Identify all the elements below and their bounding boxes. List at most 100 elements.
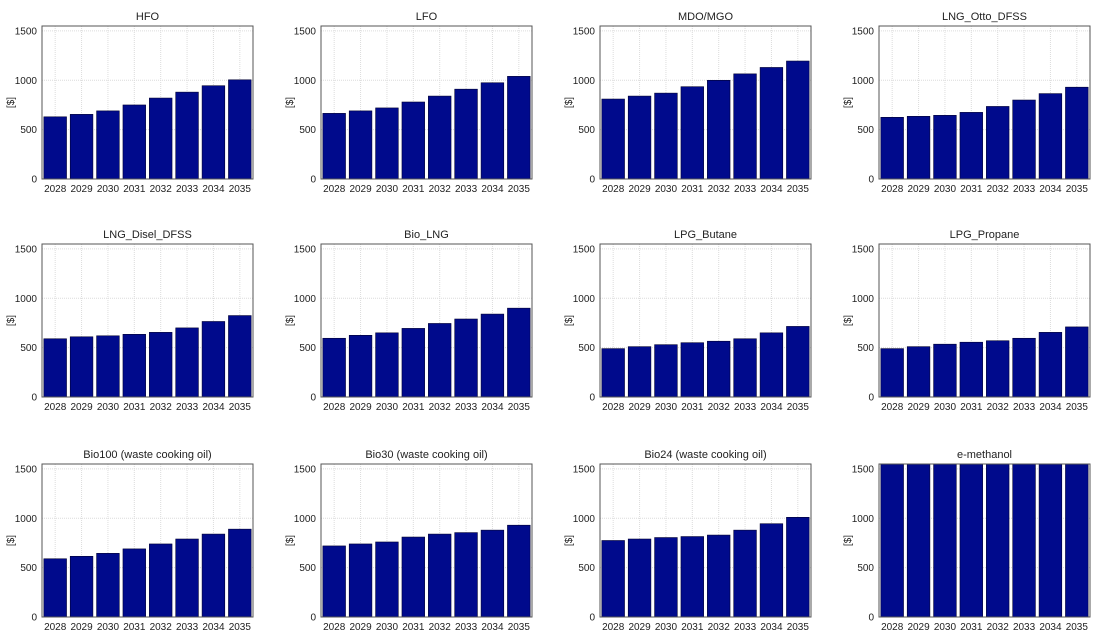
y-tick-label: 0 — [589, 613, 595, 624]
x-tick-label: 2032 — [429, 402, 452, 413]
y-tick-label: 0 — [589, 393, 595, 404]
x-tick-label: 2032 — [987, 622, 1010, 633]
chart-panel-2: 0 500 1000 1500 2028 2029 2030 2031 2032 2033 2034… — [285, 11, 533, 195]
bar-2033 — [175, 538, 199, 618]
x-tick-label: 2035 — [508, 402, 531, 413]
x-tick-label: 2030 — [97, 402, 120, 413]
chart-panel-8: 0 500 1000 1500 2028 2029 2030 2031 2032 2033 2034… — [843, 229, 1091, 413]
y-tick-label: 1000 — [573, 514, 596, 525]
x-tick-label: 2031 — [123, 402, 146, 413]
axes-frame — [320, 243, 533, 398]
y-tick-label: 0 — [589, 175, 595, 186]
x-tick-label: 2033 — [455, 402, 478, 413]
x-tick-label: 2034 — [1039, 402, 1062, 413]
x-tick-label: 2034 — [202, 184, 225, 195]
y-tick-label: 1500 — [294, 464, 317, 475]
y-tick-label: 500 — [299, 343, 316, 354]
chart-title: e-methanol — [957, 449, 1012, 461]
bar-2031 — [959, 463, 983, 618]
y-tick-label: 0 — [310, 613, 316, 624]
chart-title: Bio30 (waste cooking oil) — [365, 449, 487, 461]
x-tick-label: 2028 — [602, 184, 625, 195]
y-axis-label: [$] — [564, 535, 575, 546]
bar-2032 — [986, 106, 1010, 180]
x-tick-label: 2035 — [508, 622, 531, 633]
axes-frame — [41, 463, 254, 618]
axes-frame — [41, 243, 254, 398]
y-tick-label: 0 — [31, 393, 37, 404]
x-tick-label: 2033 — [176, 184, 199, 195]
x-tick-label: 2033 — [734, 184, 757, 195]
bar-2034 — [201, 321, 226, 398]
axes-frame — [320, 463, 533, 618]
bar-2031 — [122, 334, 146, 398]
bar-2035 — [507, 524, 531, 618]
x-tick-label: 2029 — [70, 402, 93, 413]
x-tick-label: 2028 — [44, 184, 67, 195]
y-tick-label: 1500 — [573, 26, 596, 37]
x-tick-label: 2028 — [602, 622, 625, 633]
bar-2031 — [401, 328, 425, 398]
bar-2035 — [786, 326, 810, 398]
chart-panel-12: 0 500 1000 1500 2028 2029 2030 2031 2032 2033 2034… — [843, 449, 1091, 633]
x-tick-label: 2031 — [960, 402, 983, 413]
y-tick-label: 1000 — [852, 514, 875, 525]
x-tick-label: 2029 — [907, 402, 930, 413]
bar-2030 — [375, 332, 399, 398]
x-tick-label: 2030 — [655, 402, 678, 413]
y-tick-label: 1500 — [294, 26, 317, 37]
bar-2035 — [228, 315, 252, 398]
y-tick-label: 1500 — [15, 464, 38, 475]
x-tick-label: 2031 — [123, 622, 146, 633]
x-tick-label: 2028 — [323, 622, 346, 633]
x-tick-label: 2033 — [1013, 184, 1036, 195]
bar-2033 — [1012, 463, 1036, 618]
y-tick-label: 500 — [857, 563, 874, 574]
bar-2033 — [733, 529, 757, 618]
axes-frame — [599, 463, 812, 618]
y-tick-label: 1000 — [15, 294, 38, 305]
x-tick-label: 2028 — [44, 622, 67, 633]
y-axis-label: [$] — [564, 97, 575, 108]
bar-2035 — [228, 79, 252, 180]
y-tick-label: 1000 — [15, 514, 38, 525]
bar-2030 — [654, 92, 678, 180]
x-tick-label: 2032 — [708, 184, 731, 195]
bar-2031 — [680, 536, 704, 618]
bar-2034 — [1038, 463, 1063, 618]
bar-2031 — [959, 112, 983, 180]
x-tick-label: 2033 — [455, 184, 478, 195]
bar-2028 — [43, 116, 67, 180]
bar-2028 — [322, 545, 346, 618]
bar-2033 — [175, 327, 199, 398]
bar-2032 — [149, 332, 173, 398]
bar-2033 — [454, 532, 478, 618]
chart-panel-3: 0 500 1000 1500 2028 2029 2030 2031 2032 2033 2034… — [564, 11, 812, 195]
axes-frame — [599, 243, 812, 398]
bar-2029 — [906, 346, 931, 398]
y-tick-label: 500 — [20, 343, 37, 354]
bar-2032 — [428, 95, 452, 180]
bar-2033 — [1012, 337, 1036, 398]
y-axis-label: [$] — [285, 315, 296, 326]
bar-2030 — [654, 344, 678, 398]
x-tick-label: 2035 — [1066, 402, 1089, 413]
axes-frame — [878, 463, 1091, 618]
bar-2032 — [707, 79, 731, 180]
y-tick-label: 0 — [310, 393, 316, 404]
x-tick-label: 2035 — [1066, 622, 1089, 633]
y-tick-label: 0 — [868, 393, 874, 404]
y-tick-label: 500 — [578, 125, 595, 136]
bar-2034 — [480, 82, 505, 180]
x-tick-label: 2032 — [708, 622, 731, 633]
bar-2032 — [149, 97, 173, 180]
y-tick-label: 500 — [20, 125, 37, 136]
x-tick-label: 2035 — [508, 184, 531, 195]
x-tick-label: 2031 — [402, 402, 425, 413]
bar-2030 — [933, 463, 957, 618]
x-tick-label: 2030 — [376, 402, 399, 413]
x-tick-label: 2032 — [987, 402, 1010, 413]
x-tick-label: 2034 — [481, 184, 504, 195]
bar-2033 — [733, 73, 757, 180]
x-tick-label: 2032 — [150, 622, 173, 633]
